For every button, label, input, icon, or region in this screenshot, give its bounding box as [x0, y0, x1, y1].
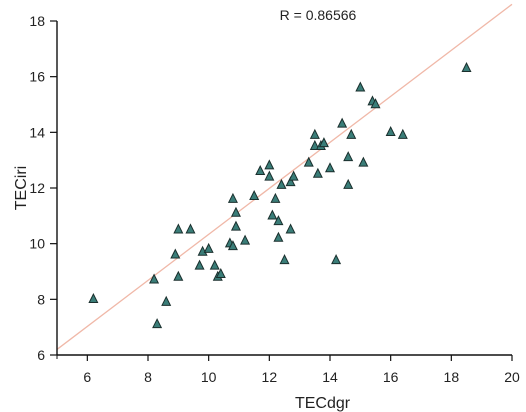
correlation-annotation: R = 0.86566 [280, 7, 357, 23]
data-point [227, 240, 238, 251]
x-tick-label: 12 [262, 369, 278, 385]
data-point [173, 223, 184, 234]
x-tick-label: 8 [144, 369, 152, 385]
labels: 6 8 10 12 14 16 18 20 6 8 10 12 14 16 18 TECdgr TECiri R … [13, 7, 520, 412]
data-point [255, 164, 266, 175]
data-point [309, 128, 320, 139]
data-point [343, 151, 354, 162]
data-point [288, 170, 299, 181]
data-point [230, 220, 241, 231]
x-tick-label: 10 [201, 369, 217, 385]
x-axis-label: TECdgr [295, 395, 351, 412]
data-point [230, 206, 241, 217]
data-point [264, 159, 275, 170]
data-point [331, 254, 342, 265]
x-tick-label: 14 [322, 369, 338, 385]
data-point [343, 178, 354, 189]
data-point [312, 167, 323, 178]
data-point [161, 295, 172, 306]
x-tick-label: 18 [444, 369, 460, 385]
y-tick-label: 8 [37, 291, 45, 307]
data-point [273, 215, 284, 226]
data-point [152, 318, 163, 329]
data-point [209, 259, 220, 270]
data-point [397, 128, 408, 139]
data-point [149, 273, 160, 284]
data-point [370, 98, 381, 109]
data-point [309, 139, 320, 150]
data-point [264, 170, 275, 181]
data-point [267, 209, 278, 220]
data-point [194, 259, 205, 270]
data-point [285, 223, 296, 234]
data-point [215, 267, 226, 278]
data-point [185, 223, 196, 234]
data-point [276, 178, 287, 189]
data-point [346, 128, 357, 139]
y-tick-label: 16 [29, 69, 45, 85]
data-point [355, 81, 366, 92]
data-point [273, 231, 284, 242]
data-point [270, 192, 281, 203]
regression-line [56, 3, 513, 350]
y-tick-label: 18 [29, 13, 45, 29]
data-point [170, 248, 181, 259]
data-point [227, 192, 238, 203]
y-axis-label: TECiri [13, 166, 30, 210]
data-point [88, 293, 99, 304]
data-point [249, 190, 260, 201]
data-point [358, 156, 369, 167]
data-point [285, 176, 296, 187]
x-tick-label: 6 [83, 369, 91, 385]
data-point [173, 270, 184, 281]
fit-line-layer [56, 3, 513, 350]
axes [50, 20, 513, 361]
data-point [240, 234, 251, 245]
y-tick-label: 12 [29, 180, 45, 196]
data-point [324, 162, 336, 173]
data-point [303, 156, 314, 167]
x-tick-label: 16 [383, 369, 399, 385]
data-point [461, 61, 472, 73]
data-point [337, 117, 348, 128]
data-point [385, 126, 396, 137]
y-tick-label: 6 [37, 347, 45, 363]
y-tick-label: 14 [29, 124, 45, 140]
data-point [279, 254, 290, 265]
y-tick-label: 10 [29, 236, 45, 252]
data-point [203, 242, 214, 253]
x-tick-label: 20 [504, 369, 520, 385]
data-points [88, 61, 472, 329]
data-point [318, 137, 329, 148]
